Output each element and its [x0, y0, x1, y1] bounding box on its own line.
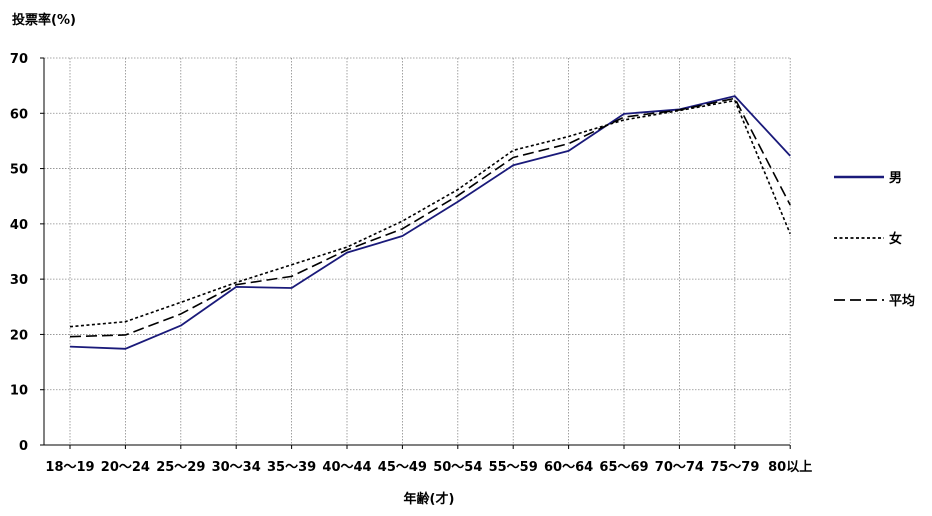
x-tick-label: 70〜74 — [655, 460, 704, 475]
y-tick-label: 30 — [10, 273, 28, 288]
x-tick-label: 80以上 — [768, 460, 812, 475]
x-tick-label: 45〜49 — [378, 460, 427, 475]
y-tick-labels: 0 10 20 30 40 50 60 70 — [10, 52, 28, 454]
y-tick-label: 60 — [10, 107, 28, 122]
x-tick-label: 30〜34 — [212, 460, 261, 475]
y-axis-title: 投票率(%) — [12, 12, 76, 28]
x-tick-label: 18〜19 — [45, 460, 94, 475]
legend-label-男: 男 — [889, 171, 902, 186]
x-tick-label: 75〜79 — [710, 460, 759, 475]
series-line-女 — [69, 99, 791, 328]
y-tick-label: 70 — [10, 52, 28, 67]
y-tick-label: 0 — [19, 439, 28, 454]
axes — [40, 57, 791, 449]
grid-lines — [44, 57, 791, 445]
x-tick-label: 25〜29 — [156, 460, 205, 475]
x-tick-labels: 18〜19 20〜24 25〜29 30〜34 35〜39 40〜44 45〜49 50〜54… — [45, 460, 812, 475]
x-tick-label: 55〜59 — [489, 460, 538, 475]
legend-label-平均: 平均 — [889, 293, 915, 309]
x-tick-label: 40〜44 — [322, 460, 371, 475]
x-axis-title: 年齢(才) — [404, 491, 455, 507]
y-tick-label: 20 — [10, 328, 28, 343]
series-lines — [69, 95, 791, 350]
y-tick-label: 10 — [10, 384, 28, 399]
y-tick-label: 40 — [10, 218, 28, 233]
x-tick-label: 50〜54 — [433, 460, 482, 475]
x-tick-label: 35〜39 — [267, 460, 316, 475]
y-tick-label: 50 — [10, 163, 28, 178]
x-tick-label: 20〜24 — [101, 460, 150, 475]
series-line-男 — [69, 95, 791, 350]
series-line-平均 — [69, 97, 791, 338]
x-tick-label: 60〜64 — [544, 460, 593, 475]
legend-label-女: 女 — [889, 231, 902, 247]
x-tick-label: 65〜69 — [599, 460, 648, 475]
